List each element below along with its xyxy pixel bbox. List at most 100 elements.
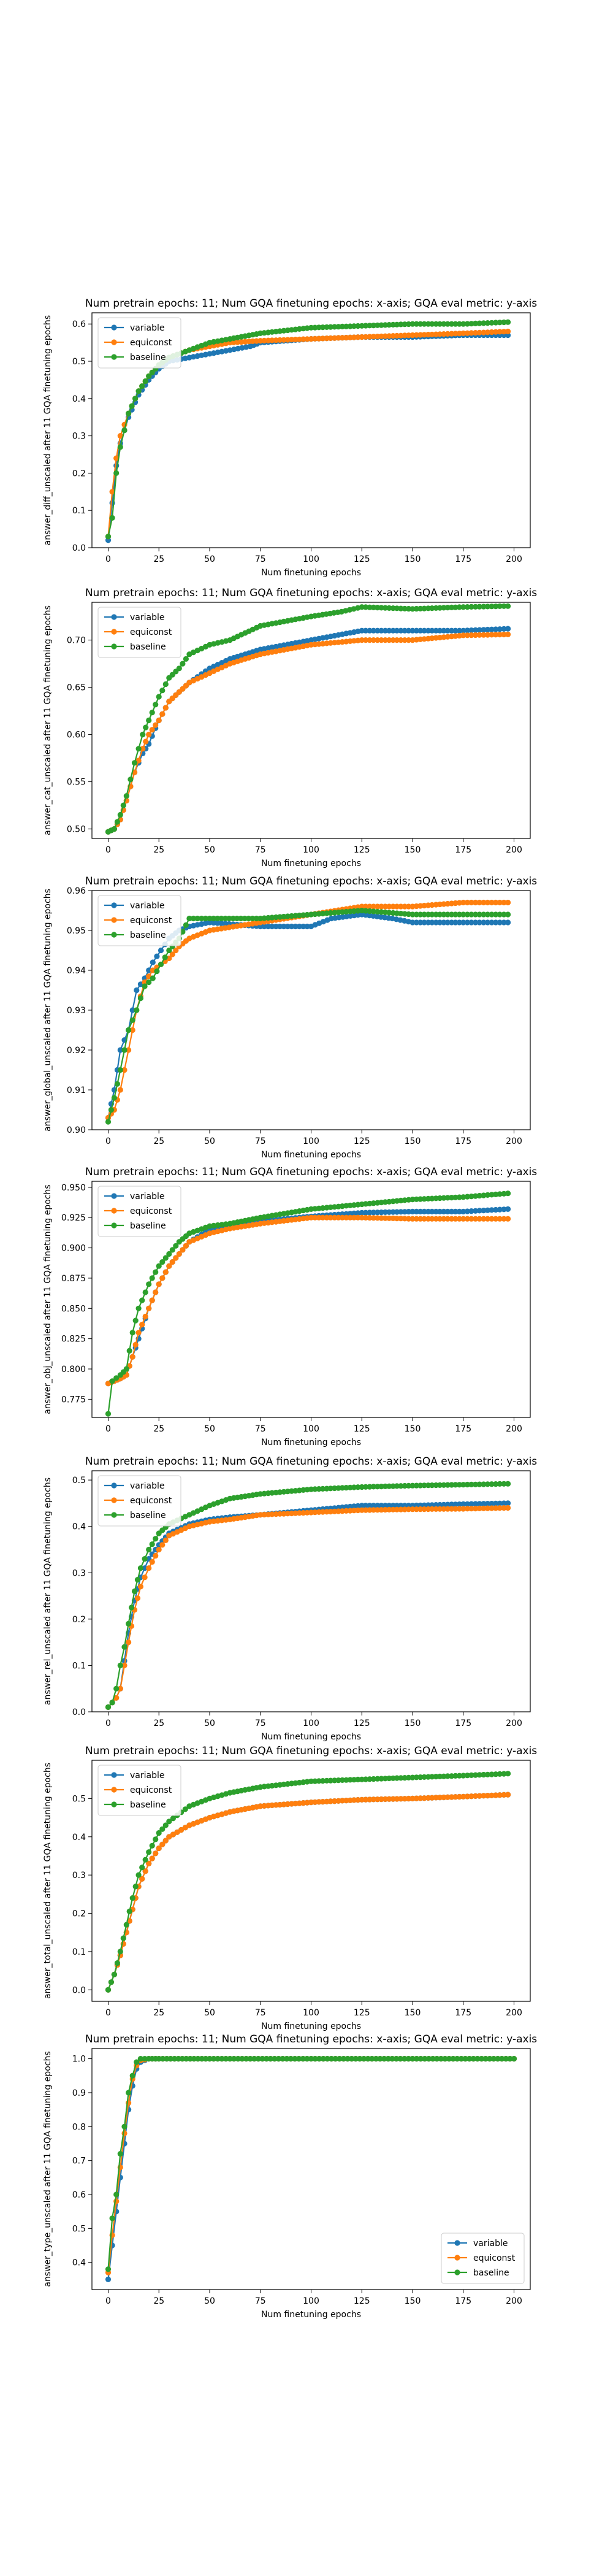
x-tick-label: 0 [105, 1137, 111, 1146]
data-point-equiconst [460, 1506, 466, 1512]
data-point-variable [468, 1208, 474, 1214]
x-tick-label: 75 [255, 1424, 266, 1434]
data-point-equiconst [394, 1796, 400, 1802]
data-point-variable [505, 1206, 511, 1212]
data-point-equiconst [153, 1850, 159, 1857]
data-point-variable [273, 923, 279, 930]
data-point-equiconst [176, 1251, 182, 1257]
data-point-baseline [308, 324, 314, 331]
y-tick-label: 0.93 [67, 1006, 86, 1016]
plot-area [105, 2056, 517, 2282]
data-point-equiconst [394, 903, 400, 910]
x-tick-label: 175 [455, 1424, 471, 1434]
data-point-equiconst [473, 632, 479, 638]
data-point-equiconst [140, 746, 146, 752]
data-point-baseline [121, 427, 128, 434]
data-point-baseline [417, 1482, 424, 1489]
data-point-equiconst [367, 1507, 373, 1513]
data-point-equiconst [497, 632, 503, 638]
x-tick-label: 150 [405, 554, 421, 564]
data-point-equiconst [327, 1214, 333, 1221]
data-point-baseline [367, 1484, 373, 1490]
data-point-variable [363, 1503, 369, 1509]
data-point-variable [452, 1208, 459, 1214]
x-axis-label: Num finetuning epochs [261, 2022, 361, 2031]
data-point-baseline [183, 2056, 189, 2062]
data-point-equiconst [476, 899, 482, 906]
x-tick-label: 75 [255, 554, 266, 564]
data-point-equiconst [505, 1505, 511, 1511]
data-point-equiconst [339, 1214, 346, 1221]
data-point-equiconst [433, 1795, 439, 1801]
data-point-baseline [489, 604, 495, 610]
data-point-variable [449, 627, 455, 634]
data-point-baseline [108, 1106, 114, 1113]
y-tick-label: 0.775 [61, 1395, 86, 1405]
data-point-variable [425, 919, 432, 926]
x-tick-label: 100 [303, 2008, 319, 2018]
data-point-baseline [398, 1483, 404, 1489]
data-point-baseline [162, 1822, 169, 1828]
data-point-equiconst [481, 632, 487, 638]
data-point-baseline [202, 915, 208, 922]
data-point-variable [460, 1501, 466, 1507]
data-point-equiconst [386, 1796, 392, 1802]
data-point-equiconst [281, 337, 287, 343]
x-tick-label: 100 [303, 1137, 319, 1146]
x-tick-label: 75 [255, 845, 266, 855]
data-point-equiconst [121, 1067, 128, 1073]
legend-label: variable [130, 1192, 164, 1202]
data-point-equiconst [497, 329, 503, 335]
data-point-baseline [156, 2056, 162, 2062]
data-point-baseline [493, 1771, 499, 1777]
legend-box [97, 1765, 181, 1816]
data-point-variable [484, 919, 491, 926]
legend-marker-variable [454, 2240, 460, 2246]
data-point-baseline [158, 961, 164, 967]
data-point-baseline [160, 2056, 166, 2062]
data-point-baseline [316, 324, 322, 331]
data-point-equiconst [351, 1214, 357, 1221]
data-point-baseline [129, 1330, 135, 1336]
data-point-equiconst [505, 1216, 511, 1222]
data-point-equiconst [493, 329, 499, 335]
data-point-equiconst [456, 1216, 463, 1222]
data-point-equiconst [367, 903, 373, 910]
data-point-variable [441, 1208, 447, 1214]
x-tick-label: 125 [354, 554, 370, 564]
data-point-variable [421, 627, 427, 634]
data-point-baseline [164, 2056, 170, 2062]
data-point-equiconst [417, 1795, 424, 1801]
data-point-equiconst [159, 1841, 166, 1847]
data-point-equiconst [406, 332, 412, 339]
data-point-baseline [149, 1541, 155, 1547]
data-point-baseline [482, 2056, 489, 2062]
x-tick-label: 150 [405, 845, 421, 855]
y-tick-label: 0.5 [72, 1794, 86, 1804]
data-point-equiconst [449, 1216, 455, 1222]
data-point-variable [464, 919, 471, 926]
data-point-variable [433, 627, 439, 634]
data-point-baseline [117, 1067, 123, 1073]
data-point-baseline [476, 911, 482, 918]
data-point-baseline [117, 811, 123, 818]
data-point-baseline [131, 1588, 138, 1595]
data-point-baseline [180, 661, 186, 667]
data-point-baseline [476, 1192, 482, 1199]
y-tick-label: 0.850 [61, 1304, 86, 1314]
x-tick-label: 25 [153, 2008, 164, 2018]
data-point-baseline [105, 1411, 112, 1417]
data-point-baseline [377, 2056, 383, 2062]
data-point-baseline [476, 320, 482, 326]
data-point-baseline [146, 1546, 152, 1553]
data-point-variable [505, 1500, 511, 1506]
legend-label: equiconst [130, 916, 172, 926]
data-point-variable [452, 1501, 459, 1508]
data-point-variable [134, 987, 140, 994]
data-point-equiconst [363, 903, 369, 910]
data-point-baseline [444, 1482, 451, 1488]
data-point-variable [468, 919, 474, 926]
data-point-variable [476, 919, 482, 926]
data-point-variable [473, 1208, 479, 1214]
data-point-baseline [409, 321, 416, 327]
